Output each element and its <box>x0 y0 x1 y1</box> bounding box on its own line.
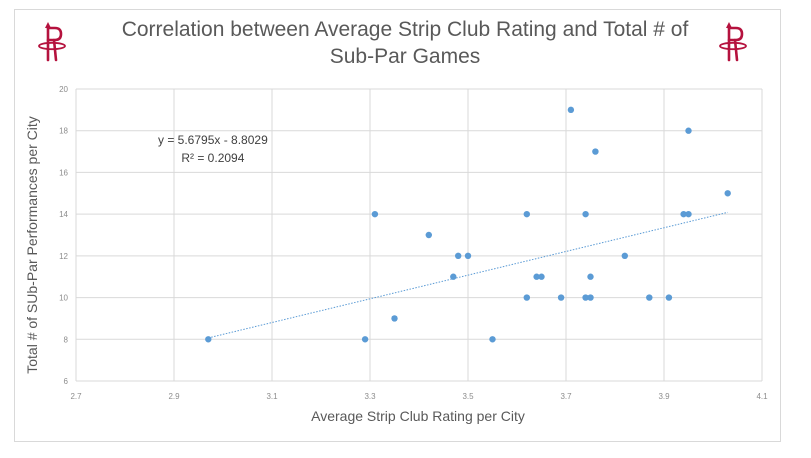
data-point <box>523 210 530 218</box>
data-point <box>489 336 496 343</box>
gridlines <box>75 88 763 382</box>
data-point <box>724 190 731 197</box>
chart-title-line-1: Correlation between Average Strip Club R… <box>121 18 689 41</box>
rockets-logo-icon <box>719 22 747 62</box>
data-point <box>592 148 599 155</box>
data-point <box>646 294 653 301</box>
data-point <box>523 294 530 301</box>
data-point <box>464 252 472 260</box>
x-tick-label: 2.7 <box>70 392 82 401</box>
trendline-r2-text: R² = 0.2094 <box>181 151 245 165</box>
data-point <box>680 210 687 218</box>
y-tick-label: 14 <box>59 210 68 219</box>
data-point <box>587 294 594 301</box>
chart-title: Correlation between Average Strip Club R… <box>100 16 710 70</box>
x-tick-label: 3.7 <box>560 392 572 401</box>
x-tick-label: 3.9 <box>658 392 670 401</box>
trendline-equation: y = 5.6795x - 8.8029 R² = 0.2094 <box>158 131 268 167</box>
x-tick-label: 2.9 <box>168 392 180 401</box>
data-point <box>685 210 692 218</box>
data-point <box>538 273 545 280</box>
chart-frame <box>14 9 781 442</box>
rockets-logo-icon <box>38 22 66 62</box>
data-point <box>361 336 369 343</box>
data-point <box>391 315 398 322</box>
x-tick-label: 3.1 <box>266 392 278 401</box>
data-point <box>621 252 628 260</box>
data-point <box>425 231 432 239</box>
data-point <box>533 273 540 280</box>
data-point <box>582 210 589 218</box>
data-point <box>665 294 673 301</box>
data-point <box>371 210 379 218</box>
y-tick-label: 12 <box>59 252 68 261</box>
tick-labels: 6 8 10 12 14 16 18 20 2.7 2.9 3.1 3.3 3.5 3.7 3.9 4.1 <box>59 85 768 401</box>
chart-title-line-2: Sub-Par Games <box>329 45 481 68</box>
data-point <box>587 273 594 280</box>
y-tick-label: 18 <box>59 127 68 136</box>
data-point <box>685 127 692 134</box>
data-point <box>567 106 575 114</box>
data-point <box>557 294 565 301</box>
data-point <box>582 294 589 301</box>
data-points <box>205 106 731 343</box>
data-point <box>450 273 457 280</box>
y-tick-label: 6 <box>64 377 69 386</box>
x-axis-label: Average Strip Club Rating per City <box>311 408 525 424</box>
trendline <box>208 211 728 339</box>
trendline-equation-text: y = 5.6795x - 8.8029 <box>158 133 268 147</box>
data-point <box>455 252 462 260</box>
y-axis-label: Total # of SUb-Par Performances per City <box>24 116 40 374</box>
data-point <box>205 336 212 343</box>
x-tick-label: 4.1 <box>756 392 768 401</box>
y-tick-label: 16 <box>59 168 68 177</box>
x-tick-label: 3.5 <box>462 392 474 401</box>
y-tick-label: 10 <box>59 294 68 303</box>
y-tick-label: 8 <box>64 335 69 344</box>
trendline-layer <box>208 211 728 339</box>
x-tick-label: 3.3 <box>364 392 376 401</box>
y-tick-label: 20 <box>59 85 68 94</box>
